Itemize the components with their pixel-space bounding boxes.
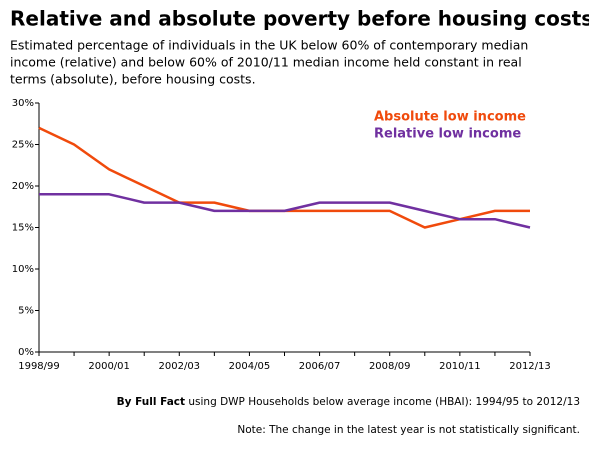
source-text: using DWP Households below average incom… [188, 396, 580, 408]
x-tick-label: 1998/99 [18, 361, 60, 372]
series-line [39, 193, 531, 229]
y-tick-label: 15% [12, 223, 34, 234]
series-line [38, 126, 530, 229]
x-tick-label: 2008/09 [369, 361, 411, 372]
y-tick-label: 30% [12, 98, 34, 109]
x-tick-label: 2012/13 [509, 361, 551, 372]
x-tick-label: 2010/11 [439, 361, 481, 372]
x-tick-label: 2004/05 [229, 361, 271, 372]
x-tick-label: 2000/01 [88, 361, 130, 372]
legend-label: Relative low income [374, 127, 521, 142]
source-author: By Full Fact [117, 396, 185, 408]
chart-subtitle: Estimated percentage of individuals in t… [10, 38, 528, 53]
y-tick-label: 10% [12, 264, 34, 275]
chart-subtitle: terms (absolute), before housing costs. [10, 72, 256, 87]
x-tick-label: 2002/03 [159, 361, 201, 372]
y-tick-label: 0% [18, 347, 34, 358]
note: Note: The change in the latest year is n… [237, 424, 580, 436]
legend-label: Absolute low income [374, 110, 526, 125]
chart-title: Relative and absolute poverty before hou… [10, 7, 589, 31]
x-tick-label: 2006/07 [299, 361, 341, 372]
y-tick-label: 5% [18, 306, 34, 317]
y-tick-label: 20% [12, 181, 34, 192]
y-tick-label: 25% [12, 140, 34, 151]
chart-subtitle: income (relative) and below 60% of 2010/… [10, 55, 522, 70]
source: By Full Fact using DWP Households below … [117, 396, 580, 408]
